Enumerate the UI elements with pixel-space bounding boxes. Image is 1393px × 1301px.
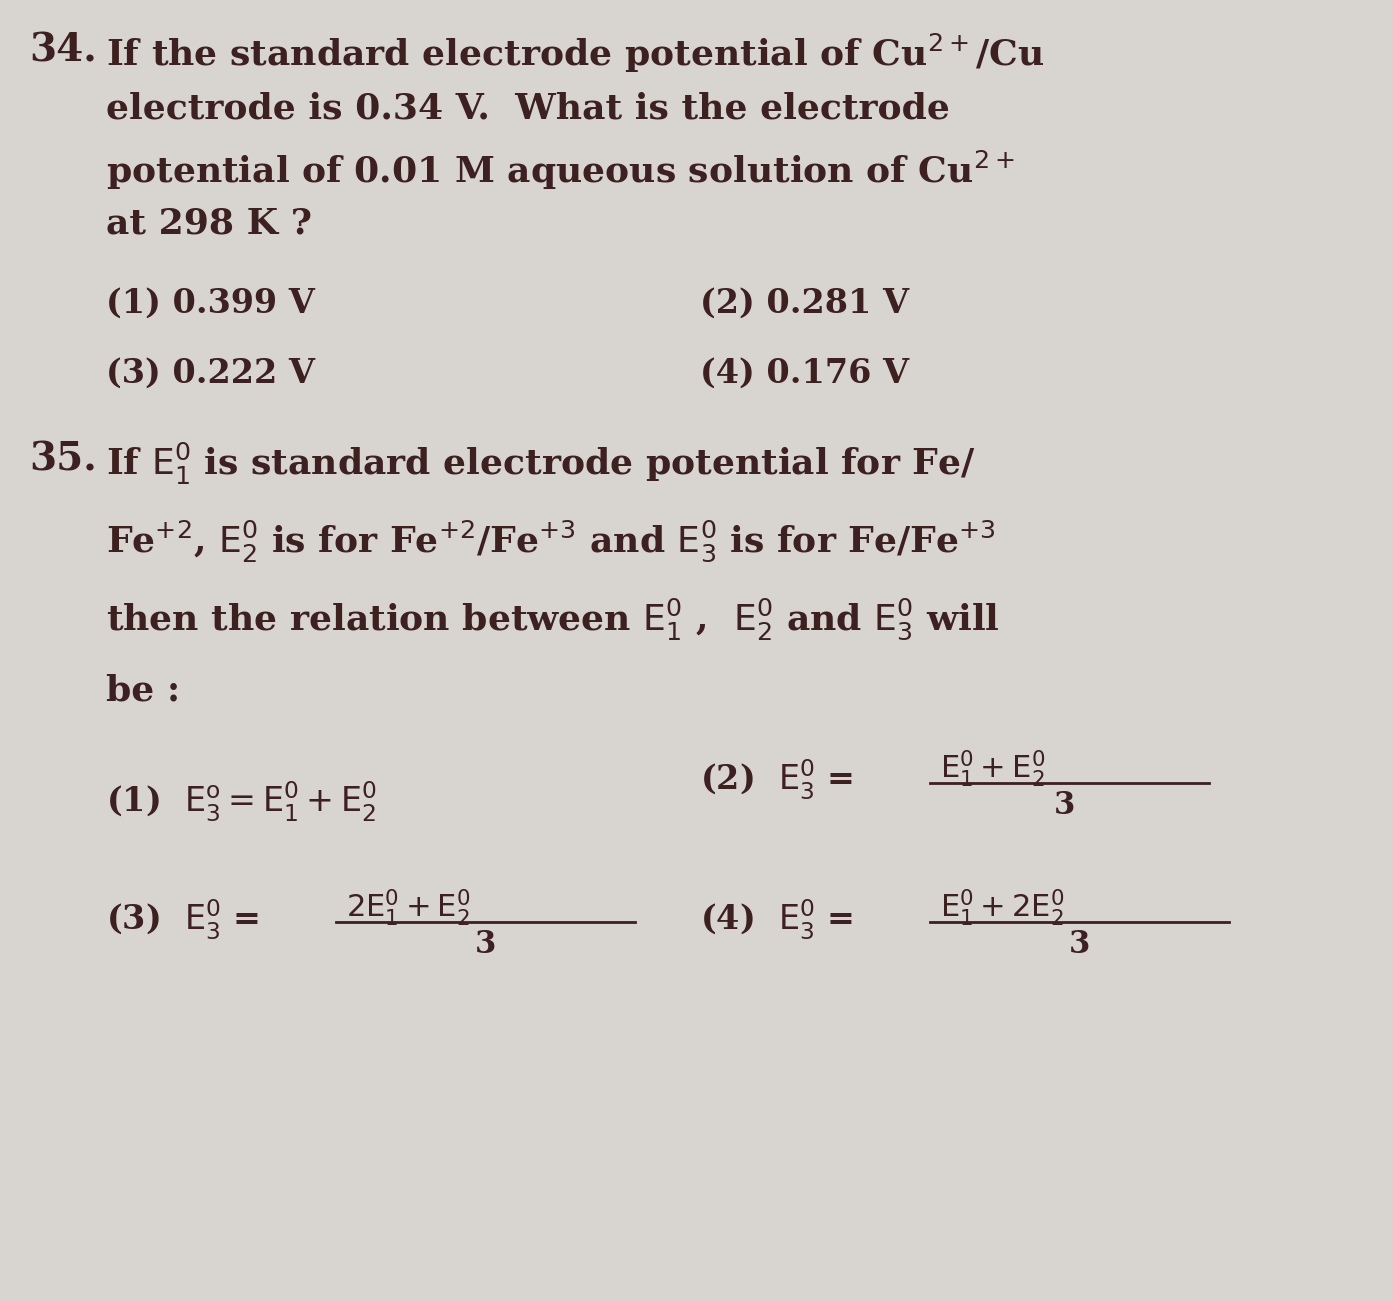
Text: 35.: 35. — [29, 441, 98, 479]
Text: at 298 K ?: at 298 K ? — [106, 207, 312, 241]
Text: (4) 0.176 V: (4) 0.176 V — [701, 356, 910, 389]
Text: (4)  $\mathrm{E_3^0}$ =: (4) $\mathrm{E_3^0}$ = — [701, 898, 854, 942]
Text: (2)  $\mathrm{E_3^0}$ =: (2) $\mathrm{E_3^0}$ = — [701, 757, 854, 801]
Text: 34.: 34. — [29, 31, 98, 69]
Text: 3: 3 — [1068, 929, 1089, 960]
Text: (1) 0.399 V: (1) 0.399 V — [106, 286, 315, 320]
Text: (1)  $\mathrm{E_3^o = E_1^0 + E_2^0}$: (1) $\mathrm{E_3^o = E_1^0 + E_2^0}$ — [106, 779, 378, 824]
Text: 3: 3 — [475, 929, 496, 960]
Text: potential of 0.01 M aqueous solution of Cu$^{2+}$: potential of 0.01 M aqueous solution of … — [106, 150, 1015, 193]
Text: (3) 0.222 V: (3) 0.222 V — [106, 356, 315, 389]
Text: $\mathrm{E_1^0 + 2E_2^0}$: $\mathrm{E_1^0 + 2E_2^0}$ — [939, 887, 1064, 929]
Text: electrode is 0.34 V.  What is the electrode: electrode is 0.34 V. What is the electro… — [106, 91, 950, 125]
Text: If $\mathrm{E_1^0}$ is standard electrode potential for Fe/: If $\mathrm{E_1^0}$ is standard electrod… — [106, 441, 975, 487]
Text: Fe$^{+2}$, $\mathrm{E_2^0}$ is for Fe$^{+2}$/Fe$^{+3}$ and $\mathrm{E_3^0}$ is f: Fe$^{+2}$, $\mathrm{E_2^0}$ is for Fe$^{… — [106, 518, 996, 563]
Text: (2) 0.281 V: (2) 0.281 V — [701, 286, 910, 320]
Text: 3: 3 — [1053, 790, 1075, 821]
Text: If the standard electrode potential of Cu$^{2+}$/Cu: If the standard electrode potential of C… — [106, 31, 1045, 74]
Text: (3)  $\mathrm{E_3^0}$ =: (3) $\mathrm{E_3^0}$ = — [106, 898, 259, 942]
Text: $\mathrm{E_1^0 + E_2^0}$: $\mathrm{E_1^0 + E_2^0}$ — [939, 748, 1045, 788]
Text: be :: be : — [106, 674, 181, 708]
Text: then the relation between $\mathrm{E_1^0}$ ,  $\mathrm{E_2^0}$ and $\mathrm{E_3^: then the relation between $\mathrm{E_1^0… — [106, 596, 1000, 641]
Text: $\mathrm{2E_1^0 + E_2^0}$: $\mathrm{2E_1^0 + E_2^0}$ — [345, 887, 471, 929]
